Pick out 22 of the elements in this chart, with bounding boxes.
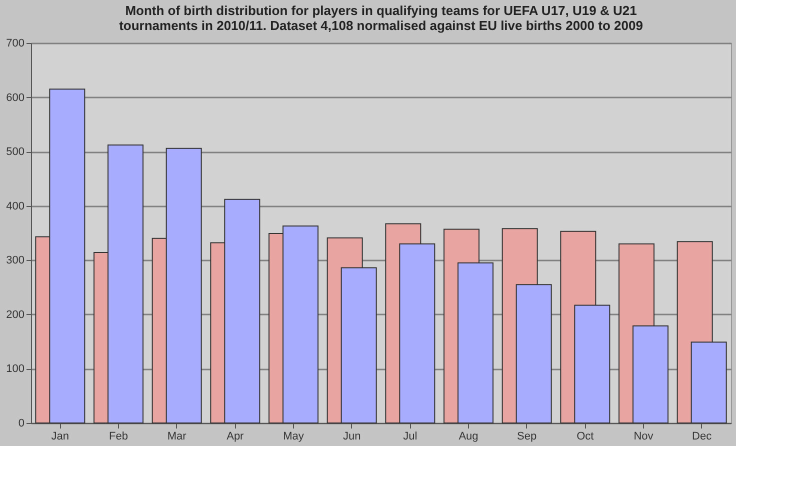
text: Month of birth distribution for players in qualifying teams for UEFA U17, U19 & U21 bbox=[125, 3, 637, 18]
x-tick-label: Apr bbox=[226, 430, 244, 442]
x-tick-label: Jun bbox=[342, 430, 361, 442]
x-tick-label: Jan bbox=[51, 430, 70, 442]
y-tick-label: 300 bbox=[6, 254, 24, 267]
y-tick-label: 100 bbox=[6, 363, 24, 376]
x-tick-label: Jul bbox=[403, 430, 418, 442]
x-tick-label: Feb bbox=[109, 430, 128, 442]
x-tick-label: Nov bbox=[634, 430, 654, 442]
y-tick-label: 400 bbox=[6, 200, 24, 212]
x-tick-label: Dec bbox=[692, 430, 712, 442]
x-tick-label: Oct bbox=[576, 430, 594, 442]
x-tick-label: Aug bbox=[458, 430, 478, 442]
y-tick-label: 600 bbox=[6, 92, 24, 104]
y-tick-label: 700 bbox=[6, 38, 24, 50]
y-tick-label: 0 bbox=[18, 418, 24, 430]
x-tick-label: Mar bbox=[167, 430, 187, 442]
text: tournaments in 2010/11. Dataset 4,108 normalised against EU live births 2000 to 2009 bbox=[119, 18, 643, 33]
y-tick-label: 200 bbox=[6, 308, 24, 321]
x-tick-label: Sep bbox=[517, 430, 537, 442]
y-tick-label: 500 bbox=[6, 146, 24, 158]
x-tick-label: May bbox=[283, 430, 304, 442]
